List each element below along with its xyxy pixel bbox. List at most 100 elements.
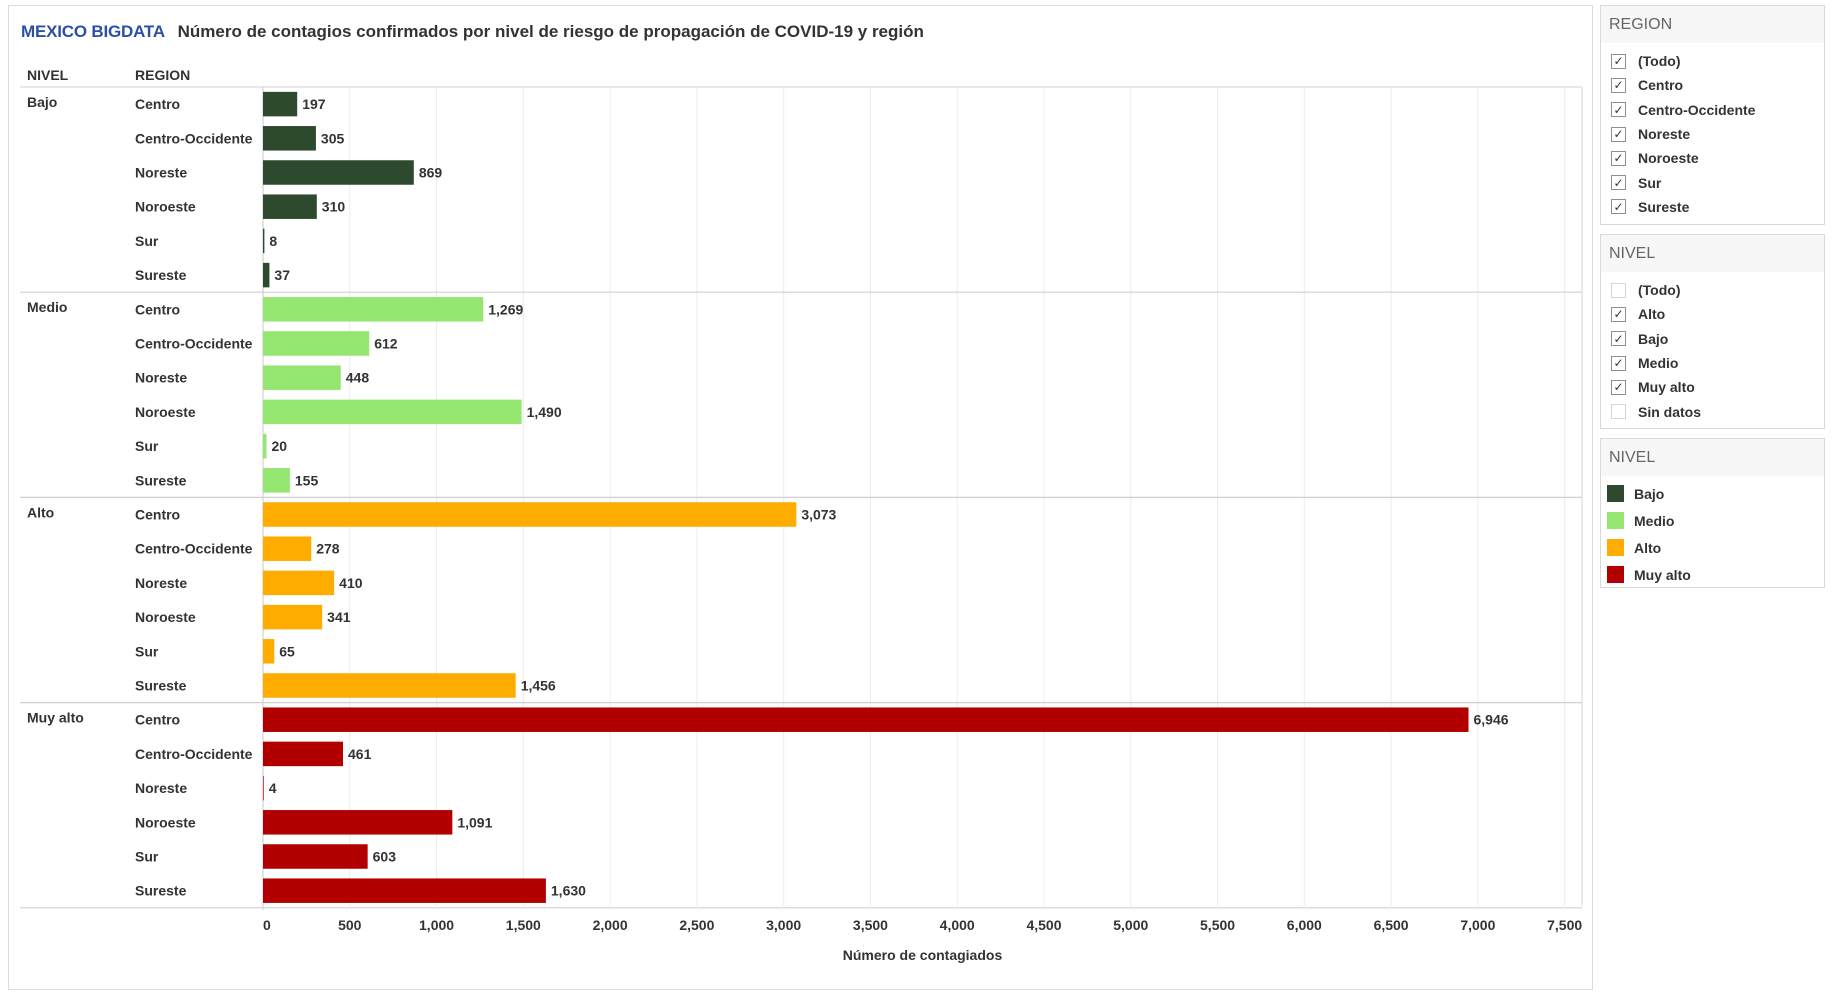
- region-label: Noroeste: [135, 404, 196, 420]
- data-label: 1,269: [488, 301, 523, 317]
- bar[interactable]: [263, 160, 414, 185]
- region-column-header: REGION: [135, 67, 190, 83]
- checkbox-checked-icon[interactable]: ✓: [1611, 77, 1626, 93]
- chart-title: Número de contagios confirmados por nive…: [177, 22, 924, 41]
- x-tick-label: 7,500: [1547, 917, 1582, 933]
- region-filter-option-label: Noroeste: [1638, 150, 1699, 167]
- legend-item[interactable]: Bajo: [1601, 480, 1824, 507]
- checkbox-checked-icon[interactable]: ✓: [1611, 126, 1626, 142]
- x-axis-label: Número de contagiados: [843, 947, 1003, 963]
- region-label: Noreste: [135, 370, 187, 386]
- bar[interactable]: [263, 331, 370, 356]
- checkbox-checked-icon[interactable]: ✓: [1611, 355, 1626, 371]
- region-filter-option[interactable]: ✓ Centro: [1601, 73, 1824, 97]
- bar[interactable]: [263, 91, 298, 117]
- data-label: 410: [339, 575, 363, 591]
- legend-item[interactable]: Muy alto: [1601, 561, 1824, 588]
- checkbox-checked-icon[interactable]: ✓: [1611, 150, 1626, 166]
- legend-swatch: [1607, 566, 1624, 583]
- bar[interactable]: [263, 262, 270, 288]
- region-filter-option[interactable]: ✓ Centro-Occidente: [1601, 98, 1824, 122]
- nivel-filter-option[interactable]: ✓ Alto: [1601, 302, 1824, 326]
- legend-swatch: [1607, 485, 1624, 502]
- region-filter-option[interactable]: ✓ Noroeste: [1601, 146, 1824, 170]
- region-label: Centro-Occidente: [135, 541, 253, 557]
- checkbox-checked-icon[interactable]: ✓: [1611, 331, 1626, 347]
- region-filter-option[interactable]: ✓ (Todo): [1601, 49, 1824, 73]
- nivel-filter-option[interactable]: Sin datos: [1601, 399, 1824, 423]
- region-filter-option-label: Sur: [1638, 174, 1662, 191]
- x-tick-label: 5,000: [1113, 917, 1148, 933]
- nivel-filter-option[interactable]: (Todo): [1601, 278, 1824, 302]
- data-label: 197: [302, 96, 326, 112]
- bar-chart: NIVEL REGION Bajo Centro 197 Centro-Occidente…: [20, 67, 1583, 963]
- data-label: 869: [419, 165, 443, 181]
- region-label: Noreste: [135, 575, 187, 591]
- bar[interactable]: [263, 433, 267, 459]
- bar[interactable]: [263, 844, 368, 869]
- bar[interactable]: [263, 297, 484, 322]
- region-label: Noroeste: [135, 609, 196, 625]
- nivel-filter-title: NIVEL: [1601, 235, 1824, 272]
- data-label: 6,946: [1473, 712, 1508, 728]
- checkbox-checked-icon[interactable]: ✓: [1611, 199, 1626, 215]
- bar[interactable]: [263, 810, 453, 835]
- legend-item[interactable]: Medio: [1601, 507, 1824, 534]
- region-label: Centro: [135, 712, 180, 728]
- nivel-legend-title: NIVEL: [1601, 439, 1824, 476]
- bar[interactable]: [263, 468, 290, 493]
- bar[interactable]: [263, 194, 317, 219]
- data-label: 341: [327, 609, 351, 625]
- nivel-filter-option[interactable]: ✓ Bajo: [1601, 327, 1824, 351]
- nivel-filter-option[interactable]: ✓ Muy alto: [1601, 375, 1824, 399]
- bar[interactable]: [263, 707, 1469, 732]
- bar[interactable]: [263, 673, 516, 698]
- nivel-filter-option-label: Muy alto: [1638, 379, 1695, 396]
- checkbox-unchecked-icon[interactable]: [1611, 282, 1626, 298]
- region-filter-option[interactable]: ✓ Sur: [1601, 170, 1824, 194]
- bar[interactable]: [263, 570, 335, 596]
- region-filter-option-label: (Todo): [1638, 53, 1681, 70]
- checkbox-checked-icon[interactable]: ✓: [1611, 53, 1626, 69]
- bar[interactable]: [263, 126, 316, 151]
- nivel-filter-option-label: Sin datos: [1638, 403, 1702, 420]
- bar[interactable]: [263, 228, 265, 254]
- region-filter-option[interactable]: ✓ Sureste: [1601, 195, 1824, 219]
- legend-swatch: [1607, 539, 1624, 556]
- data-label: 65: [279, 643, 295, 659]
- brand-logo-text: MEXICO BIGDATA: [21, 22, 165, 41]
- nivel-column-header: NIVEL: [27, 67, 69, 83]
- bar[interactable]: [263, 604, 323, 630]
- data-label: 310: [322, 199, 346, 215]
- x-tick-label: 6,000: [1287, 917, 1322, 933]
- data-label: 155: [295, 472, 319, 488]
- region-label: Noreste: [135, 165, 187, 181]
- region-label: Centro: [135, 96, 180, 112]
- checkbox-checked-icon[interactable]: ✓: [1611, 102, 1626, 118]
- region-label: Sur: [135, 643, 159, 659]
- checkbox-checked-icon[interactable]: ✓: [1611, 306, 1626, 322]
- region-label: Centro: [135, 507, 180, 523]
- region-filter-title: REGION: [1601, 6, 1824, 43]
- x-tick-label: 2,500: [679, 917, 714, 933]
- data-label: 1,630: [551, 883, 586, 899]
- legend-label: Medio: [1634, 512, 1675, 529]
- bar[interactable]: [263, 399, 522, 425]
- region-filter-option-label: Noreste: [1638, 126, 1691, 143]
- bar[interactable]: [263, 775, 264, 801]
- bar[interactable]: [263, 639, 275, 664]
- checkbox-checked-icon[interactable]: ✓: [1611, 175, 1626, 191]
- legend-label: Bajo: [1634, 485, 1665, 502]
- bar[interactable]: [263, 502, 797, 527]
- bar[interactable]: [263, 878, 546, 903]
- legend-item[interactable]: Alto: [1601, 534, 1824, 561]
- checkbox-checked-icon[interactable]: ✓: [1611, 379, 1626, 395]
- region-filter-option[interactable]: ✓ Noreste: [1601, 122, 1824, 146]
- data-label: 305: [321, 130, 345, 146]
- nivel-filter-option[interactable]: ✓ Medio: [1601, 351, 1824, 375]
- data-label: 612: [374, 336, 398, 352]
- bar[interactable]: [263, 365, 341, 390]
- bar[interactable]: [263, 536, 312, 561]
- checkbox-unchecked-icon[interactable]: [1611, 404, 1626, 420]
- bar[interactable]: [263, 741, 344, 767]
